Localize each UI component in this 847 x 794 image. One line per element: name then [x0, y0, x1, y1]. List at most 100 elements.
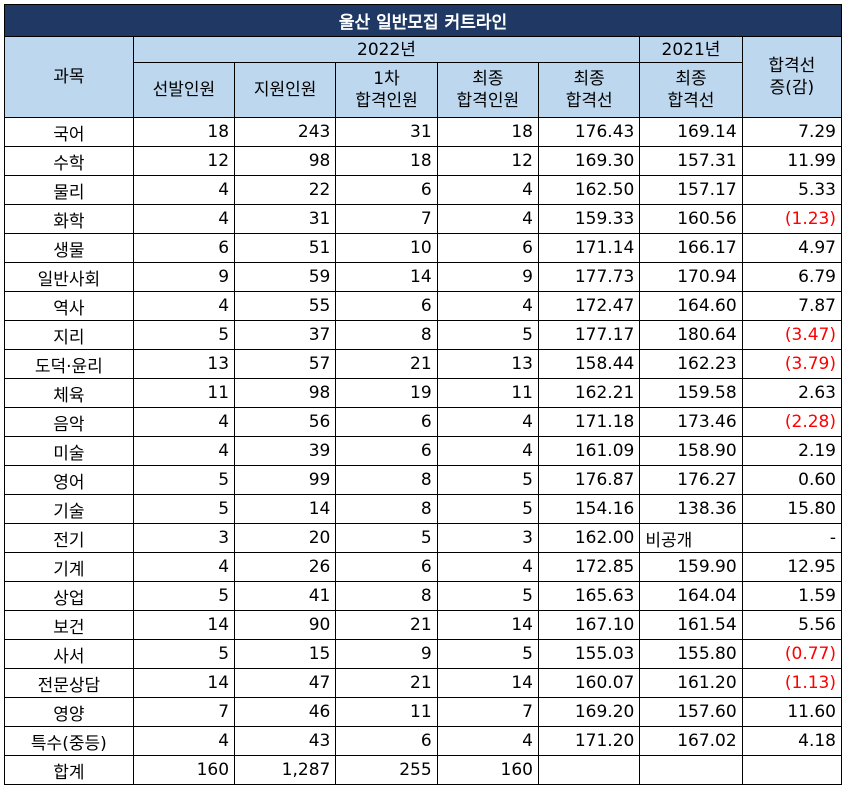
table-row: 전문상담 14 47 21 14 160.07 161.20 (1.13): [4, 668, 843, 698]
first-pass-cell: 8: [335, 465, 438, 495]
subject-cell: 상업: [4, 581, 134, 611]
applicants-cell: 57: [234, 349, 337, 379]
cut-2022-cell: 177.17: [537, 320, 641, 350]
subject-cell: 전기: [4, 523, 134, 553]
cut-2022-cell: 162.50: [537, 175, 641, 205]
cut-2021-cell: 167.02: [639, 726, 743, 756]
quota-cell: 5: [132, 639, 236, 669]
first-pass-cell: 10: [335, 233, 438, 263]
cutline-table: 울산 일반모집 커트라인 과목 2022년 2021년 합격선 증(감) 선발인…: [4, 4, 843, 785]
final-pass-cell: 3: [436, 523, 540, 553]
header-final-pass-line1: 최종: [472, 69, 504, 89]
first-pass-cell: 9: [335, 639, 438, 669]
first-pass-cell: 6: [335, 407, 438, 437]
cut-2021-cell: 160.56: [639, 204, 743, 234]
header-final-cut-line1: 최종: [573, 69, 605, 89]
first-pass-cell: 8: [335, 581, 438, 611]
applicants-cell: 14: [234, 494, 337, 524]
header-year-2021: 2021년: [639, 36, 743, 63]
applicants-cell: 99: [234, 465, 337, 495]
first-pass-cell: 31: [335, 117, 438, 147]
cut-2022-cell: 154.16: [537, 494, 641, 524]
table-row: 미술 4 39 6 4 161.09 158.90 2.19: [4, 436, 843, 466]
table-row: 상업 5 41 8 5 165.63 164.04 1.59: [4, 581, 843, 611]
table-row: 국어 18 243 31 18 176.43 169.14 7.29: [4, 117, 843, 147]
cut-2021-cell: 157.60: [639, 697, 743, 727]
final-pass-cell: 4: [436, 552, 540, 582]
final-pass-cell: 7: [436, 697, 540, 727]
applicants-cell: 51: [234, 233, 337, 263]
change-cell: 4.97: [741, 233, 843, 263]
cut-2022-cell: 160.07: [537, 668, 641, 698]
table-body: 국어 18 243 31 18 176.43 169.14 7.29 수학 12 98 18 12 169…: [4, 117, 843, 785]
header-final-pass-line2: 합격인원: [456, 91, 520, 111]
first-pass-cell: 255: [335, 755, 438, 785]
applicants-cell: 98: [234, 378, 337, 408]
quota-cell: 12: [132, 146, 236, 176]
header-final-cut-line2: 합격선: [565, 91, 613, 111]
change-cell: (3.79): [741, 349, 843, 379]
table-row: 생물 6 51 10 6 171.14 166.17 4.97: [4, 233, 843, 263]
change-cell: (1.13): [741, 668, 843, 698]
cut-2022-cell: 161.09: [537, 436, 641, 466]
cut-2021-cell: 161.20: [639, 668, 743, 698]
cut-2022-cell: 176.43: [537, 117, 641, 147]
change-cell: (0.77): [741, 639, 843, 669]
table-row: 기계 4 26 6 4 172.85 159.90 12.95: [4, 552, 843, 582]
quota-cell: 14: [132, 668, 236, 698]
applicants-cell: 20: [234, 523, 337, 553]
first-pass-cell: 8: [335, 494, 438, 524]
first-pass-cell: 18: [335, 146, 438, 176]
applicants-cell: 46: [234, 697, 337, 727]
quota-cell: 9: [132, 262, 236, 292]
final-pass-cell: 5: [436, 581, 540, 611]
cut-2021-cell: 169.14: [639, 117, 743, 147]
subject-cell: 역사: [4, 291, 134, 321]
final-pass-cell: 12: [436, 146, 540, 176]
subject-cell: 영어: [4, 465, 134, 495]
first-pass-cell: 7: [335, 204, 438, 234]
first-pass-cell: 11: [335, 697, 438, 727]
final-pass-cell: 4: [436, 291, 540, 321]
cut-2022-cell: 165.63: [537, 581, 641, 611]
cut-2021-cell: 166.17: [639, 233, 743, 263]
quota-cell: 18: [132, 117, 236, 147]
header-change: 합격선 증(감): [741, 36, 843, 118]
quota-cell: 4: [132, 291, 236, 321]
subject-cell: 기술: [4, 494, 134, 524]
header-first-pass-line1: 1차: [373, 69, 400, 89]
header-year-2022: 2022년: [132, 36, 641, 63]
final-pass-cell: 4: [436, 407, 540, 437]
final-pass-cell: 5: [436, 320, 540, 350]
header-final-pass: 최종 합격인원: [436, 62, 540, 118]
cut-2021-cell: 158.90: [639, 436, 743, 466]
cut-2021-cell: 180.64: [639, 320, 743, 350]
cut-2021-cell: 170.94: [639, 262, 743, 292]
final-pass-cell: 14: [436, 668, 540, 698]
final-pass-cell: 4: [436, 204, 540, 234]
applicants-cell: 56: [234, 407, 337, 437]
subject-cell: 일반사회: [4, 262, 134, 292]
final-pass-cell: 4: [436, 436, 540, 466]
applicants-cell: 22: [234, 175, 337, 205]
applicants-cell: 90: [234, 610, 337, 640]
subject-cell: 생물: [4, 233, 134, 263]
cut-2022-cell: 162.21: [537, 378, 641, 408]
table-row: 기술 5 14 8 5 154.16 138.36 15.80: [4, 494, 843, 524]
change-cell: (1.23): [741, 204, 843, 234]
header-change-line1: 합격선: [768, 56, 816, 76]
subject-cell: 수학: [4, 146, 134, 176]
first-pass-cell: 5: [335, 523, 438, 553]
first-pass-cell: 21: [335, 349, 438, 379]
table-row: 전기 3 20 5 3 162.00 비공개 -: [4, 523, 843, 553]
quota-cell: 5: [132, 465, 236, 495]
change-cell: 1.59: [741, 581, 843, 611]
cut-2021-cell: 173.46: [639, 407, 743, 437]
cut-2022-cell: 172.85: [537, 552, 641, 582]
quota-cell: 4: [132, 204, 236, 234]
first-pass-cell: 6: [335, 291, 438, 321]
applicants-cell: 41: [234, 581, 337, 611]
quota-cell: 4: [132, 407, 236, 437]
cut-2021-cell: 159.58: [639, 378, 743, 408]
final-pass-cell: 4: [436, 726, 540, 756]
